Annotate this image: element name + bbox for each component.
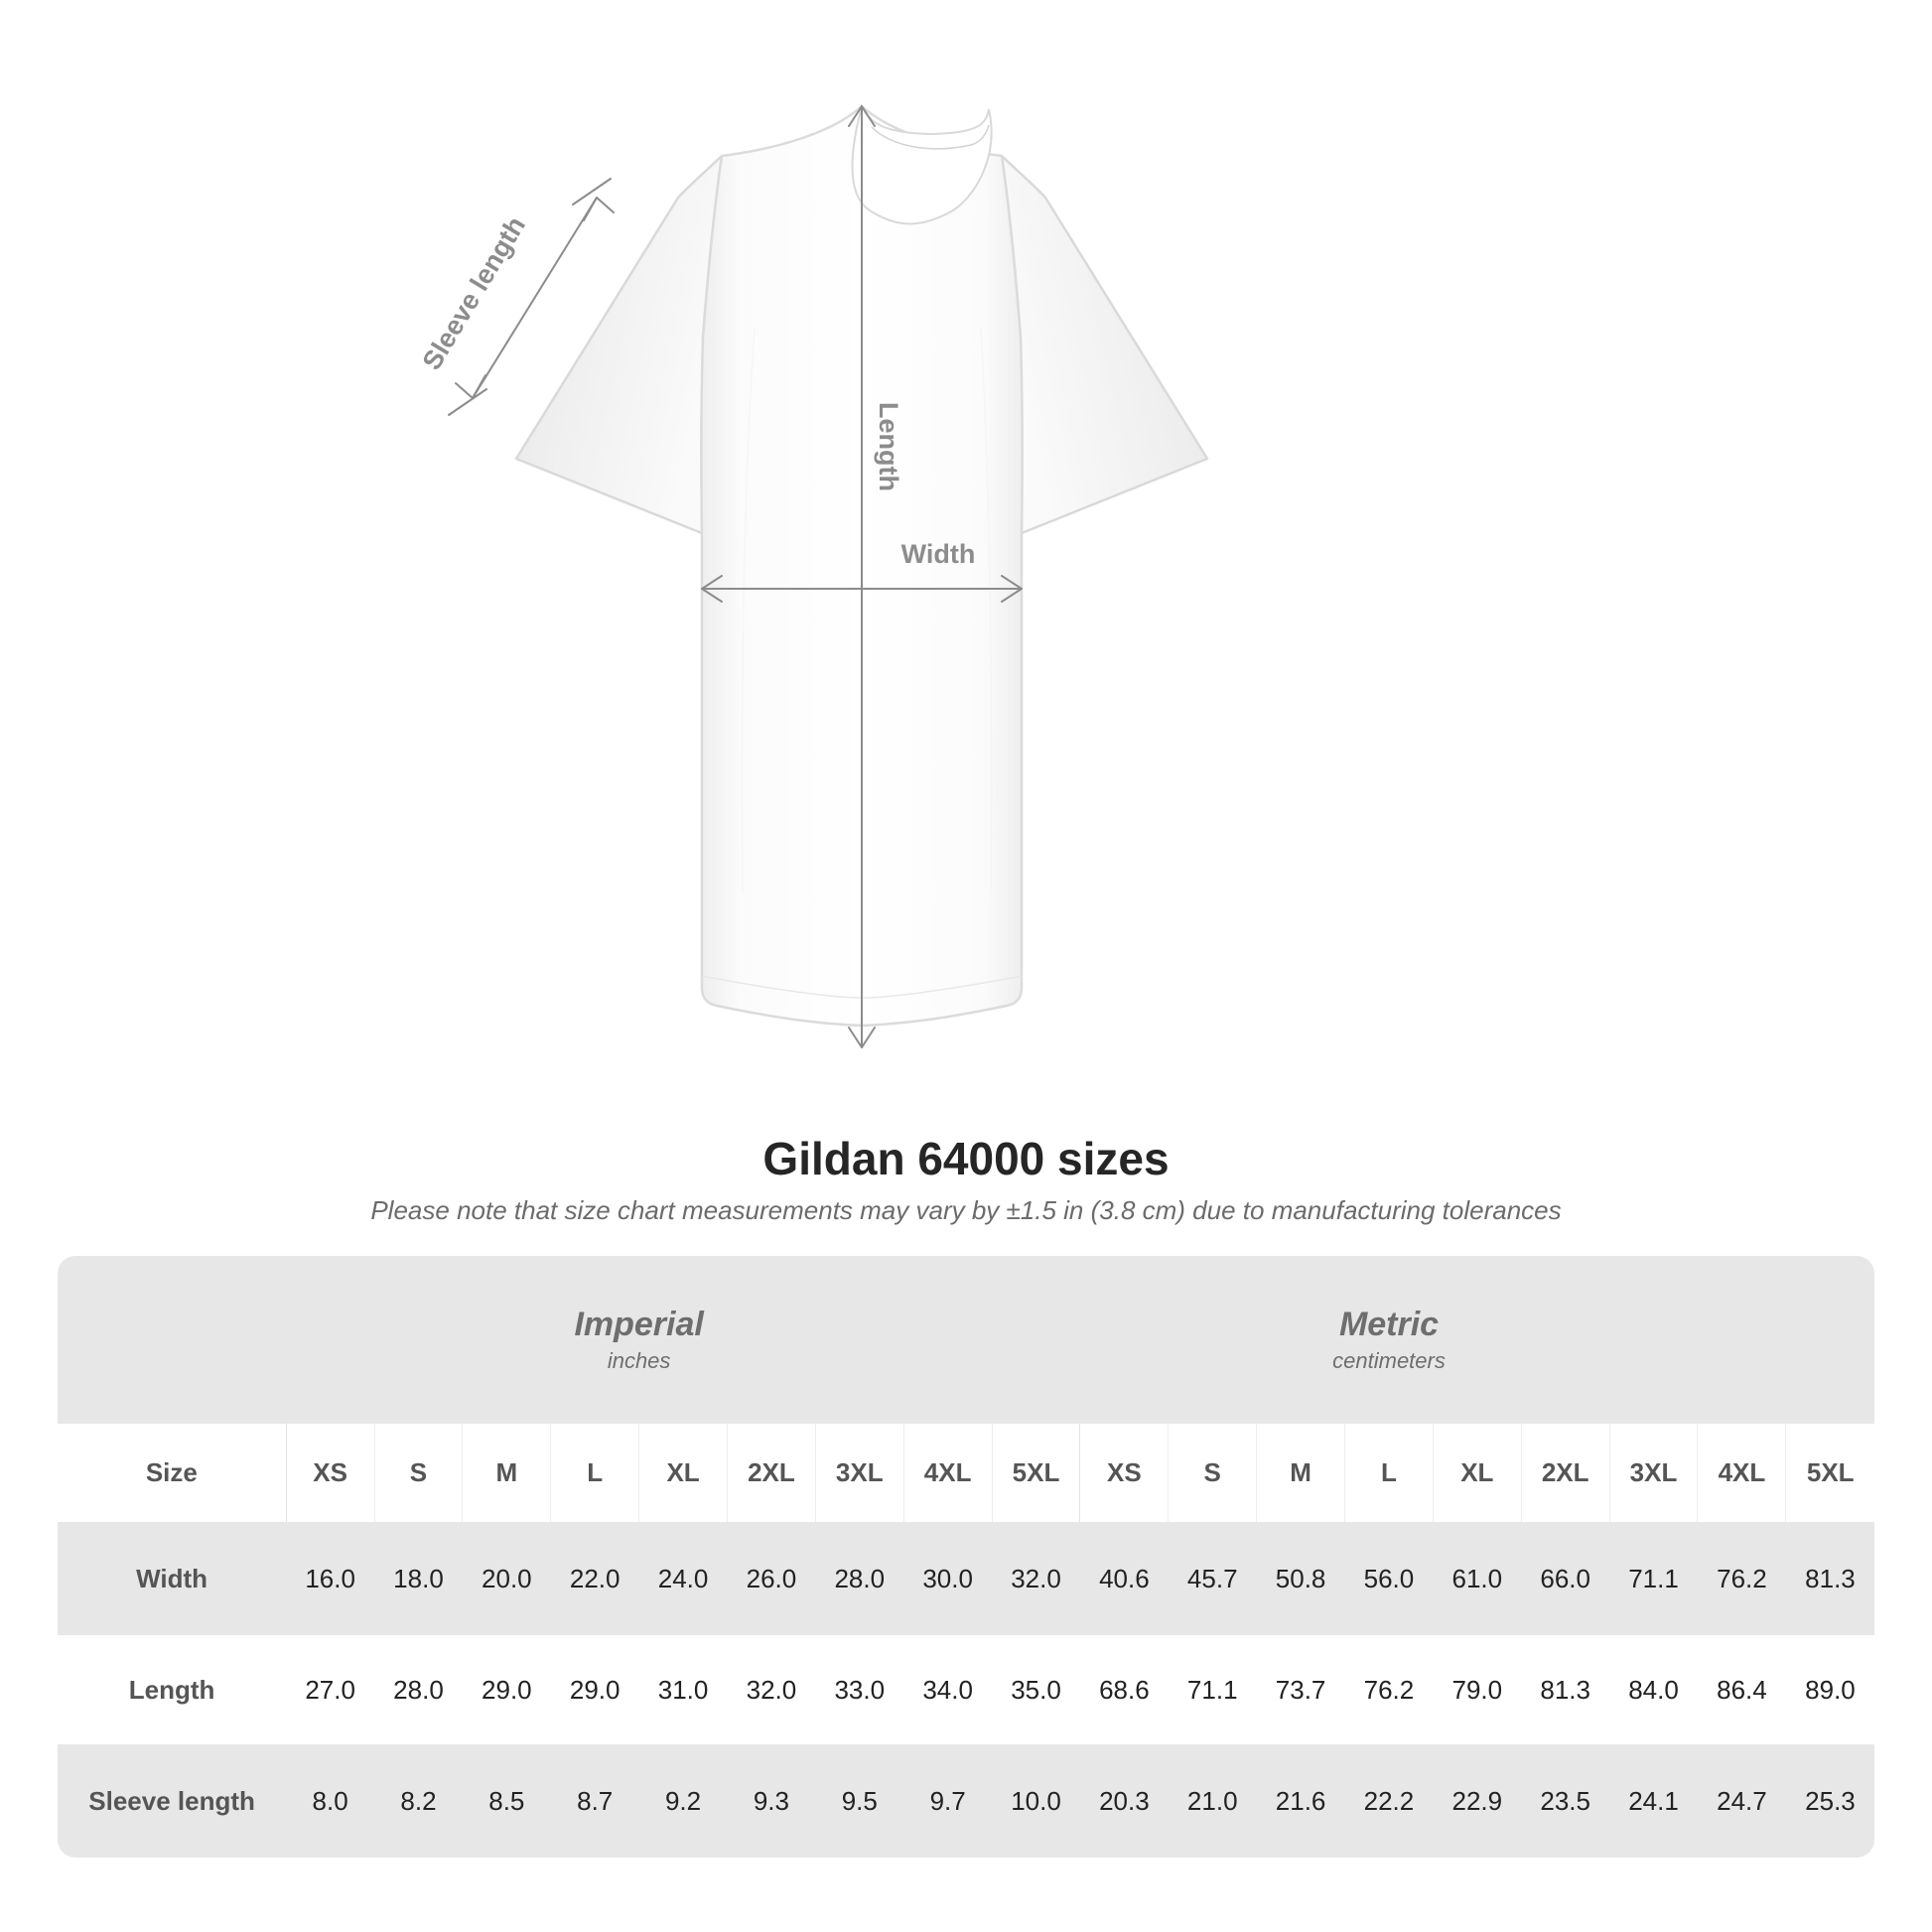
svg-text:Length: Length xyxy=(874,402,903,491)
svg-text:Sleeve length: Sleeve length xyxy=(417,211,531,375)
svg-text:Width: Width xyxy=(901,539,976,569)
